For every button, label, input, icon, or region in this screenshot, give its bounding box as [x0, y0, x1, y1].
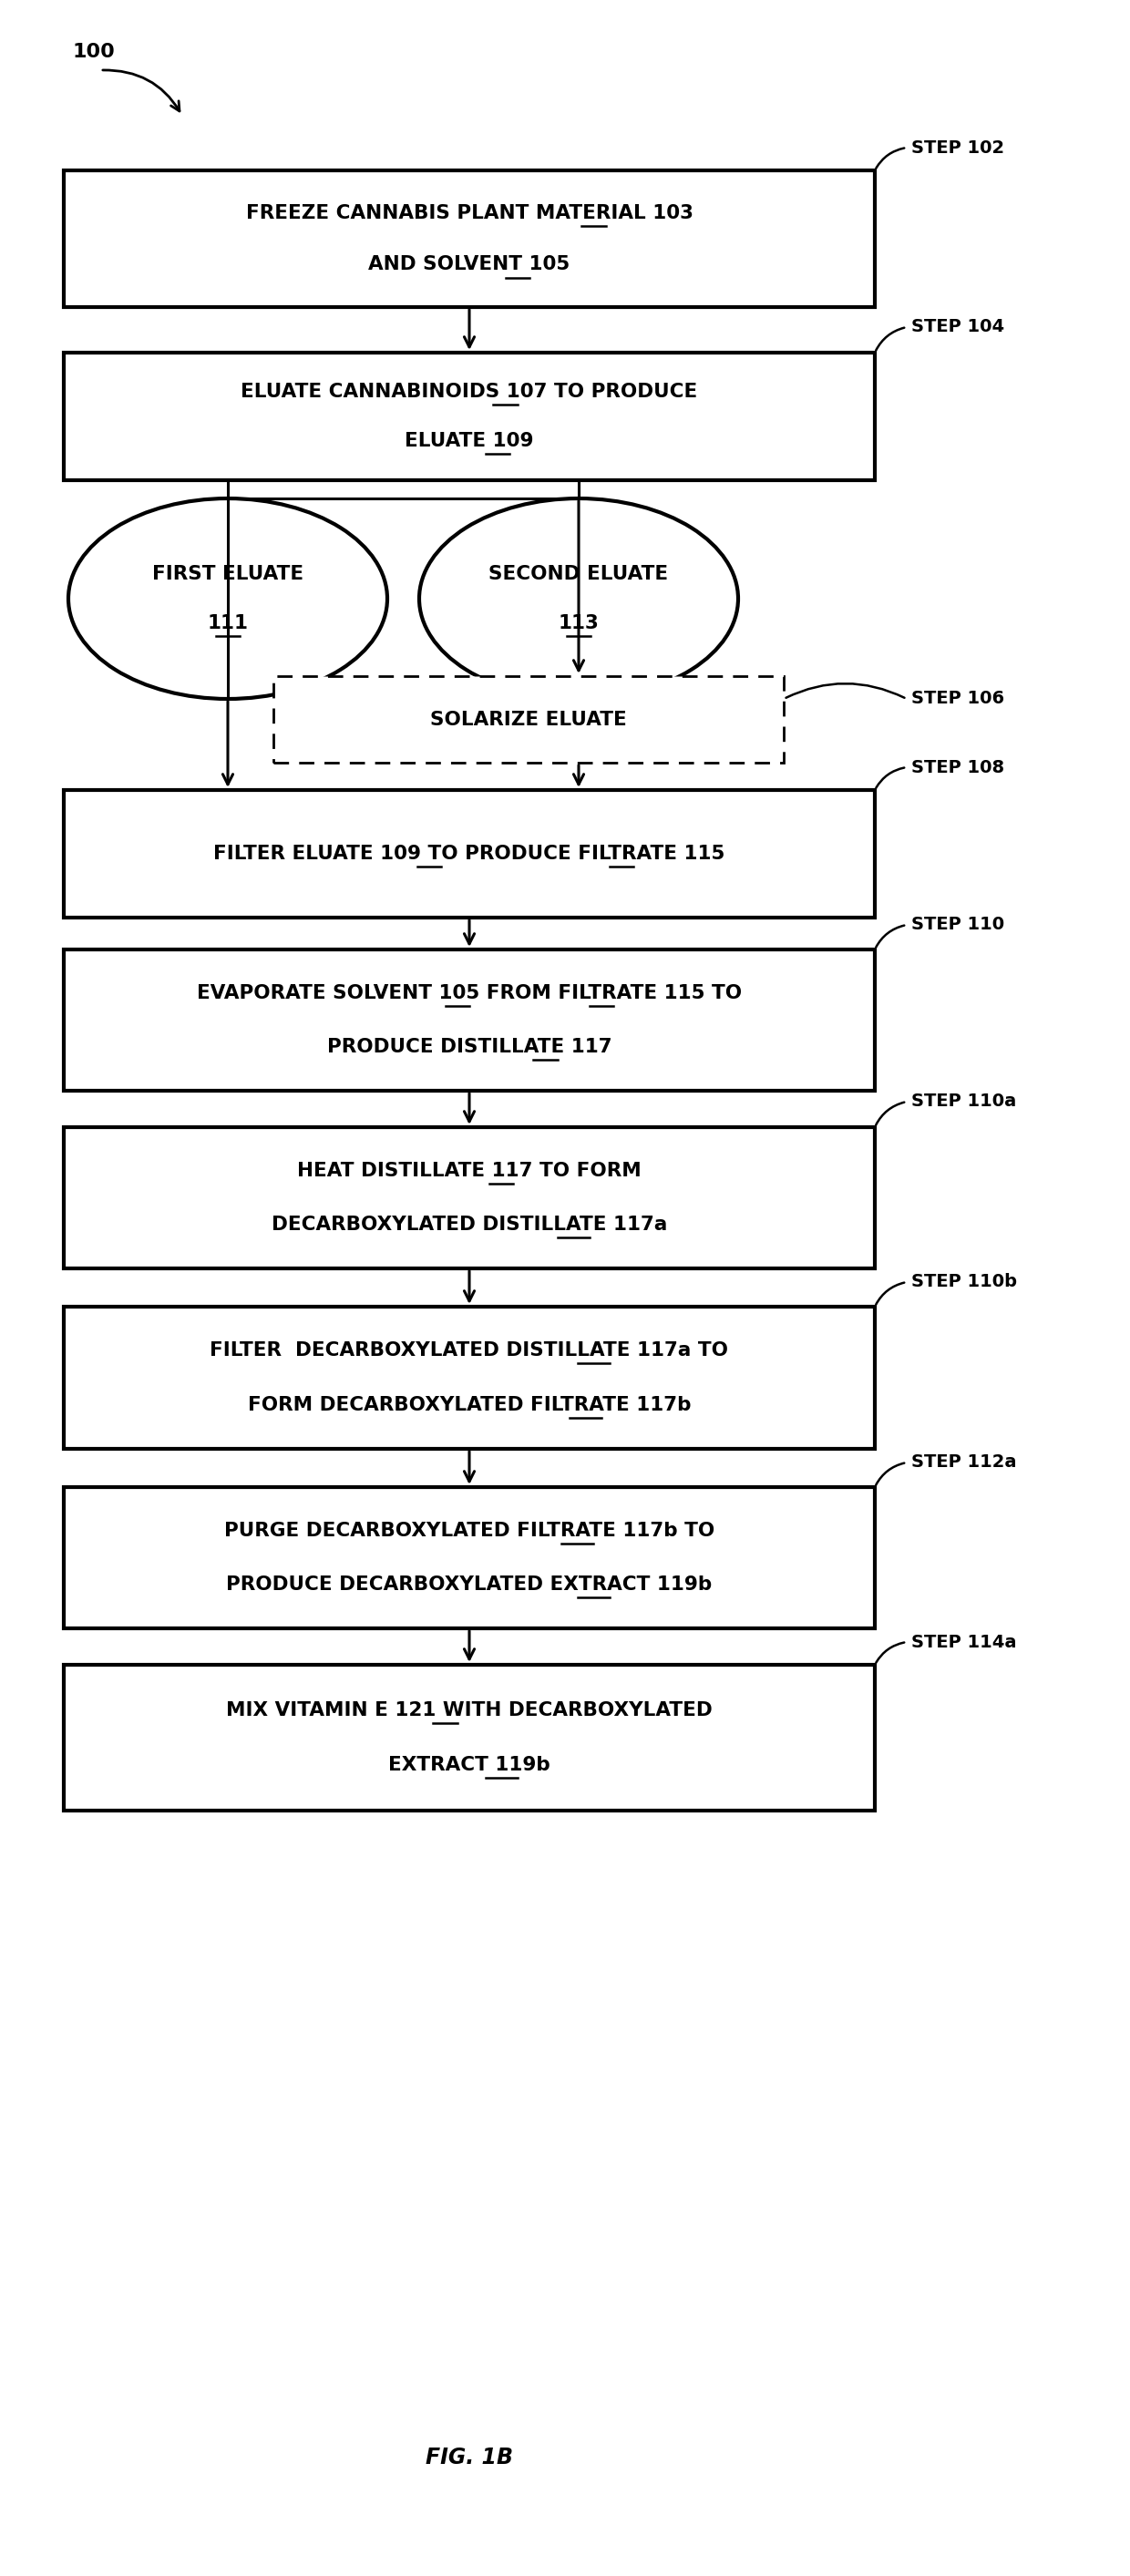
Bar [63, 1128, 875, 1267]
Text: FILTER ELUATE 109 TO PRODUCE FILTRATE 115: FILTER ELUATE 109 TO PRODUCE FILTRATE 11… [214, 845, 725, 863]
Bar [63, 1486, 875, 1628]
Text: STEP 104: STEP 104 [911, 319, 1005, 335]
Text: STEP 110b: STEP 110b [911, 1273, 1017, 1291]
Text: SECOND ELUATE: SECOND ELUATE [489, 564, 669, 582]
Text: ELUATE 109: ELUATE 109 [405, 433, 533, 451]
Text: STEP 102: STEP 102 [911, 139, 1005, 157]
Text: STEP 114a: STEP 114a [911, 1633, 1017, 1651]
Text: EXTRACT 119b: EXTRACT 119b [389, 1757, 550, 1775]
Text: FIRST ELUATE: FIRST ELUATE [153, 564, 304, 582]
Text: FILTER  DECARBOXYLATED DISTILLATE 117a TO: FILTER DECARBOXYLATED DISTILLATE 117a TO [210, 1342, 729, 1360]
Text: STEP 112a: STEP 112a [911, 1453, 1017, 1471]
Text: MIX VITAMIN E 121 WITH DECARBOXYLATED: MIX VITAMIN E 121 WITH DECARBOXYLATED [226, 1700, 713, 1718]
Bar [63, 353, 875, 479]
Bar [63, 791, 875, 917]
Text: SOLARIZE ELUATE: SOLARIZE ELUATE [431, 711, 627, 729]
Text: AND SOLVENT 105: AND SOLVENT 105 [368, 255, 571, 273]
Text: FORM DECARBOXYLATED FILTRATE 117b: FORM DECARBOXYLATED FILTRATE 117b [247, 1396, 690, 1414]
Text: DECARBOXYLATED DISTILLATE 117a: DECARBOXYLATED DISTILLATE 117a [271, 1216, 667, 1234]
Bar [273, 675, 784, 762]
Text: EVAPORATE SOLVENT 105 FROM FILTRATE 115 TO: EVAPORATE SOLVENT 105 FROM FILTRATE 115 … [197, 984, 742, 1002]
Text: HEAT DISTILLATE 117 TO FORM: HEAT DISTILLATE 117 TO FORM [297, 1162, 642, 1180]
Bar [63, 1306, 875, 1448]
Ellipse shape [68, 497, 388, 698]
Bar [63, 170, 875, 307]
Text: STEP 108: STEP 108 [911, 757, 1005, 775]
Text: ELUATE CANNABINOIDS 107 TO PRODUCE: ELUATE CANNABINOIDS 107 TO PRODUCE [241, 384, 697, 402]
Bar [63, 951, 875, 1090]
Text: PRODUCE DECARBOXYLATED EXTRACT 119b: PRODUCE DECARBOXYLATED EXTRACT 119b [226, 1577, 712, 1595]
Text: STEP 110a: STEP 110a [911, 1092, 1016, 1110]
Text: 113: 113 [558, 616, 599, 634]
Text: 100: 100 [73, 44, 115, 62]
Text: PRODUCE DISTILLATE 117: PRODUCE DISTILLATE 117 [327, 1038, 611, 1056]
Ellipse shape [419, 497, 738, 698]
Text: FREEZE CANNABIS PLANT MATERIAL 103: FREEZE CANNABIS PLANT MATERIAL 103 [245, 204, 693, 222]
Bar [63, 1664, 875, 1811]
Text: PURGE DECARBOXYLATED FILTRATE 117b TO: PURGE DECARBOXYLATED FILTRATE 117b TO [224, 1522, 714, 1540]
Text: STEP 110: STEP 110 [911, 917, 1005, 933]
Text: 111: 111 [207, 616, 249, 634]
Text: FIG. 1B: FIG. 1B [426, 2447, 513, 2468]
Text: STEP 106: STEP 106 [911, 690, 1005, 708]
